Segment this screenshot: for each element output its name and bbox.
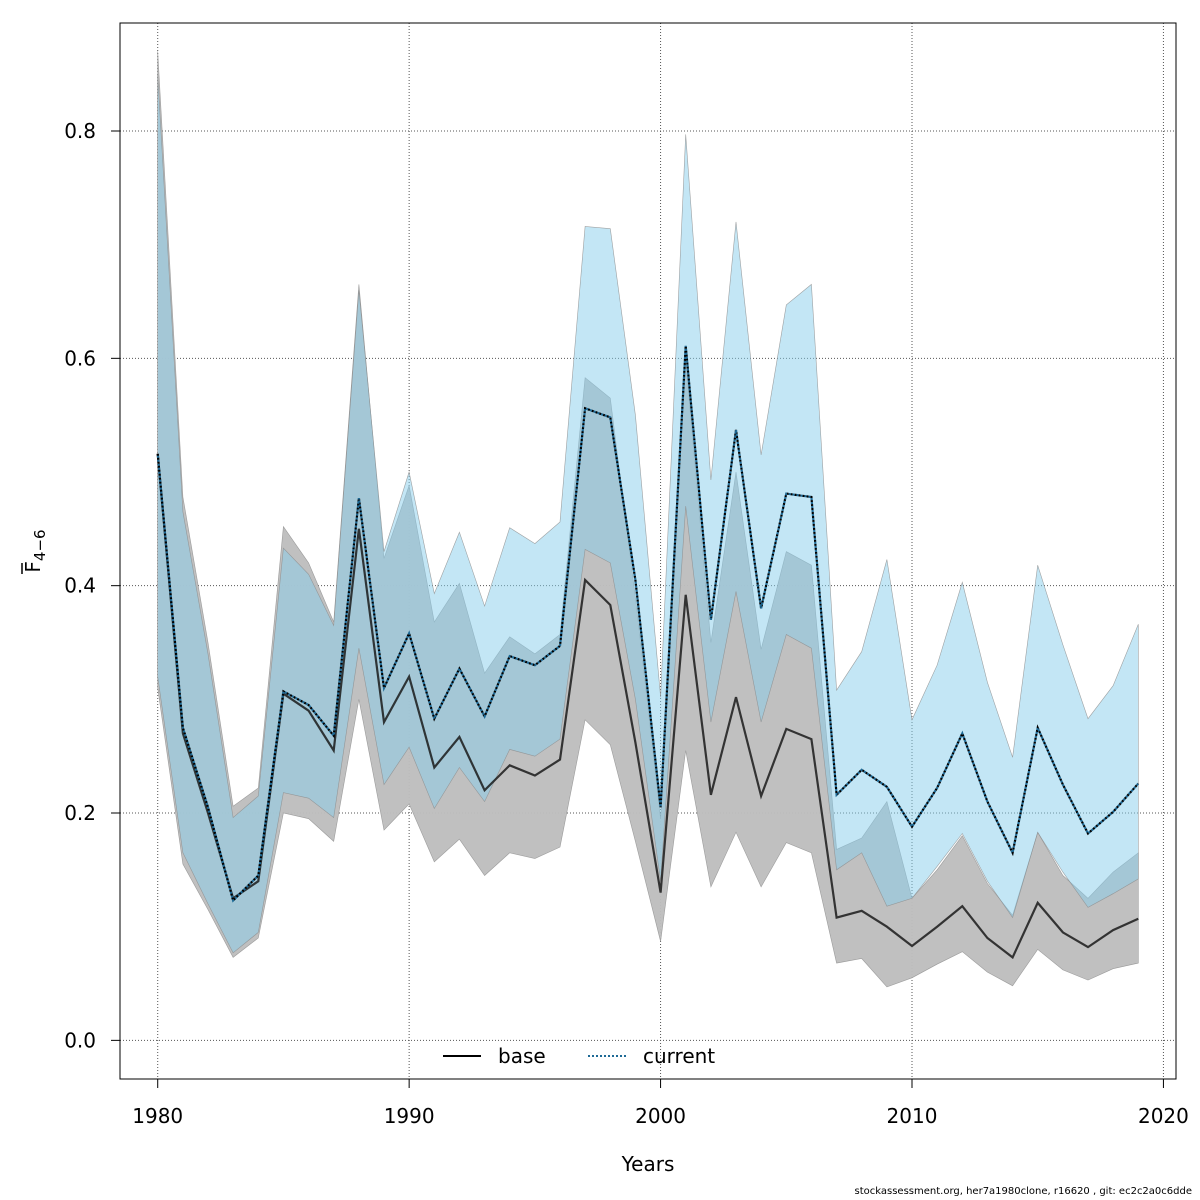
x-tick-label-2010: 2010 [887,1104,938,1128]
y-tick-label-4: 0.8 [64,119,96,143]
x-tick-label-2020: 2020 [1138,1104,1189,1128]
y-axis-label-main: F [21,561,45,573]
x-axis: 1980 1990 2000 2010 2020 [132,1078,1189,1128]
svg-text:F4−6: F4−6 [21,529,49,572]
x-tick-label-1980: 1980 [132,1104,183,1128]
series-lines [156,345,1140,960]
legend-label-base: base [498,1044,546,1068]
confidence-bands [157,51,1139,988]
y-tick-label-0: 0.0 [64,1028,96,1052]
y-tick-label-2: 0.4 [64,574,96,598]
y-tick-label-1: 0.2 [64,801,96,825]
line-current [156,345,1140,903]
x-axis-label: Years [621,1152,675,1176]
footer-credit: stockassessment.org, her7a1980clone, r16… [854,1186,1192,1197]
band-current [157,74,1139,954]
y-axis-label: F4−6 [21,529,49,574]
y-axis-label-sub: 4−6 [31,529,49,561]
legend: base current [443,1044,715,1068]
y-tick-label-3: 0.6 [64,346,96,370]
y-axis: 0.0 0.2 0.4 0.6 0.8 [64,119,121,1052]
line-base [156,453,1139,960]
x-tick-label-1990: 1990 [384,1104,435,1128]
legend-label-current: current [643,1044,715,1068]
x-tick-label-2000: 2000 [635,1104,686,1128]
line-current-shadow [156,345,1140,903]
